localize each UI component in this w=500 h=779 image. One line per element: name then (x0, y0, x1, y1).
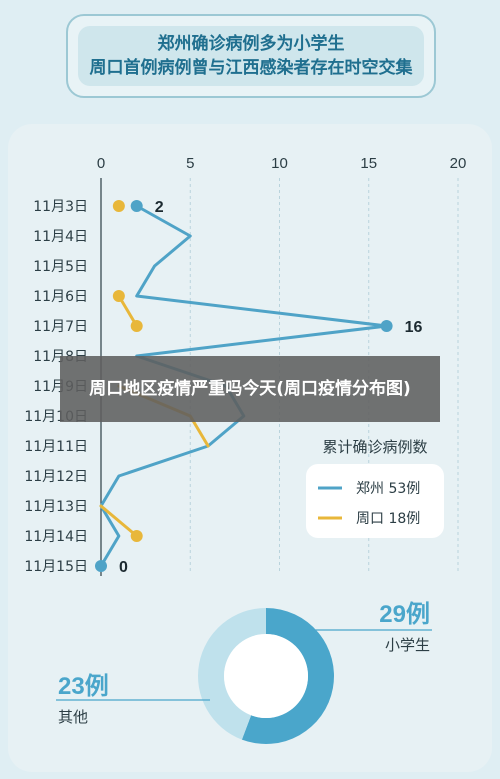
slice-name-label: 其他 (58, 708, 88, 726)
x-tick-label: 20 (450, 155, 467, 172)
data-point (130, 530, 143, 542)
donut-slice (197, 608, 266, 740)
data-point (112, 290, 125, 302)
y-tick-label: 11月15日 (24, 559, 88, 575)
y-tick-label: 11月14日 (24, 529, 88, 545)
data-label: 2 (155, 199, 164, 216)
overlay-caption: 周口地区疫情严重吗今天(周口疫情分布图) (60, 356, 440, 422)
data-point (380, 320, 393, 332)
data-point (112, 200, 125, 212)
y-tick-label: 11月5日 (33, 259, 88, 275)
legend-item-label: 郑州 53例 (356, 481, 420, 497)
y-tick-label: 11月7日 (33, 319, 88, 335)
legend-item-label: 周口 18例 (356, 511, 420, 527)
title-line-2: 周口首例病例曾与江西感染者存在时空交集 (89, 58, 413, 78)
data-point (130, 200, 143, 212)
donut-hole (224, 634, 308, 718)
donut-slice (241, 608, 334, 744)
x-tick-label: 5 (186, 155, 194, 172)
data-label: 0 (119, 559, 128, 576)
data-point (95, 560, 107, 572)
y-tick-label: 11月13日 (24, 499, 88, 515)
title-banner: 郑州确诊病例多为小学生 周口首例病例曾与江西感染者存在时空交集 (78, 26, 424, 86)
data-point (130, 320, 143, 332)
slice-value-label: 29例 (379, 601, 430, 628)
y-tick-label: 11月4日 (33, 229, 88, 245)
y-tick-label: 11月3日 (33, 199, 88, 215)
series-line-zhoukou (99, 504, 139, 538)
x-tick-label: 10 (271, 155, 288, 172)
title-line-1: 郑州确诊病例多为小学生 (157, 34, 345, 54)
slice-name-label: 小学生 (385, 636, 430, 654)
x-tick-label: 0 (97, 155, 105, 172)
data-label: 16 (405, 319, 423, 336)
y-tick-label: 11月6日 (33, 289, 88, 305)
slice-value-label: 23例 (58, 673, 109, 700)
legend-title: 累计确诊病例数 (322, 438, 427, 456)
y-tick-label: 11月12日 (24, 469, 88, 485)
y-tick-label: 11月11日 (24, 439, 88, 455)
title-card: 郑州确诊病例多为小学生 周口首例病例曾与江西感染者存在时空交集 (66, 14, 436, 98)
x-tick-label: 15 (360, 155, 377, 172)
